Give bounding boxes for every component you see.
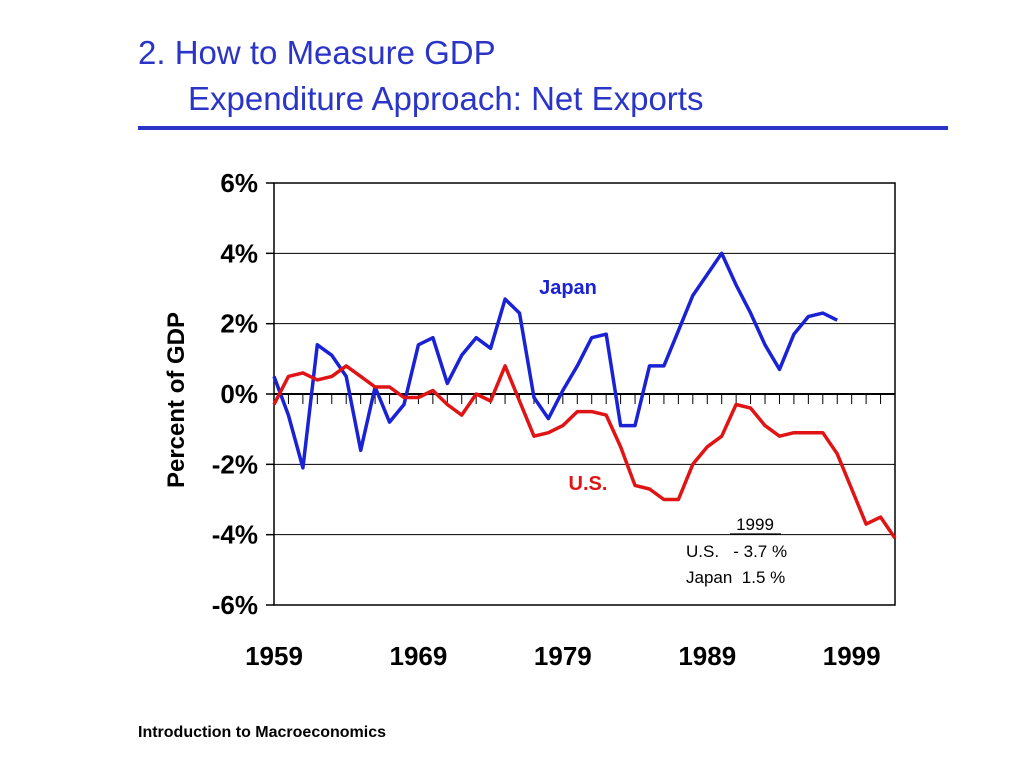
series-label-japan: Japan	[539, 277, 597, 299]
y-tick-label: 2%	[220, 309, 258, 339]
series-line-japan	[272, 251, 838, 470]
series-line-us	[272, 364, 897, 540]
y-tick-label: 6%	[220, 168, 258, 198]
y-tick-labels: 6% 4% 2% 0% -2% -4% -6%	[212, 168, 258, 620]
annotation-japan: Japan 1.5 %	[686, 568, 785, 587]
annotation-us: U.S. - 3.7 %	[686, 542, 787, 561]
y-tick-label: -6%	[212, 590, 258, 620]
series-label-us: U.S.	[569, 473, 608, 495]
x-tick-label: 1969	[389, 641, 447, 671]
y-tick-label: 4%	[220, 238, 258, 268]
title-underline	[138, 126, 948, 130]
x-tick-labels: 1959 1969 1979 1989 1999	[245, 641, 881, 671]
y-tick-label: -2%	[212, 449, 258, 479]
x-tick-label: 1989	[678, 641, 736, 671]
series-lines	[272, 251, 897, 540]
gridlines	[266, 182, 895, 606]
annotation-year: 1999	[736, 515, 774, 534]
y-tick-label: -4%	[212, 520, 258, 550]
title-line-2: Expenditure Approach: Net Exports	[188, 80, 704, 117]
x-tick-label: 1999	[823, 641, 881, 671]
zero-axis-ticks	[273, 394, 896, 404]
y-tick-label: 0%	[220, 379, 258, 409]
x-tick-label: 1959	[245, 641, 303, 671]
y-axis-label: Percent of GDP	[163, 312, 190, 488]
footer-text: Introduction to Macroeconomics	[138, 724, 387, 741]
title-line-1: 2. How to Measure GDP	[138, 34, 496, 71]
x-tick-label: 1979	[534, 641, 592, 671]
slide-title: 2. How to Measure GDP Expenditure Approa…	[138, 30, 703, 122]
